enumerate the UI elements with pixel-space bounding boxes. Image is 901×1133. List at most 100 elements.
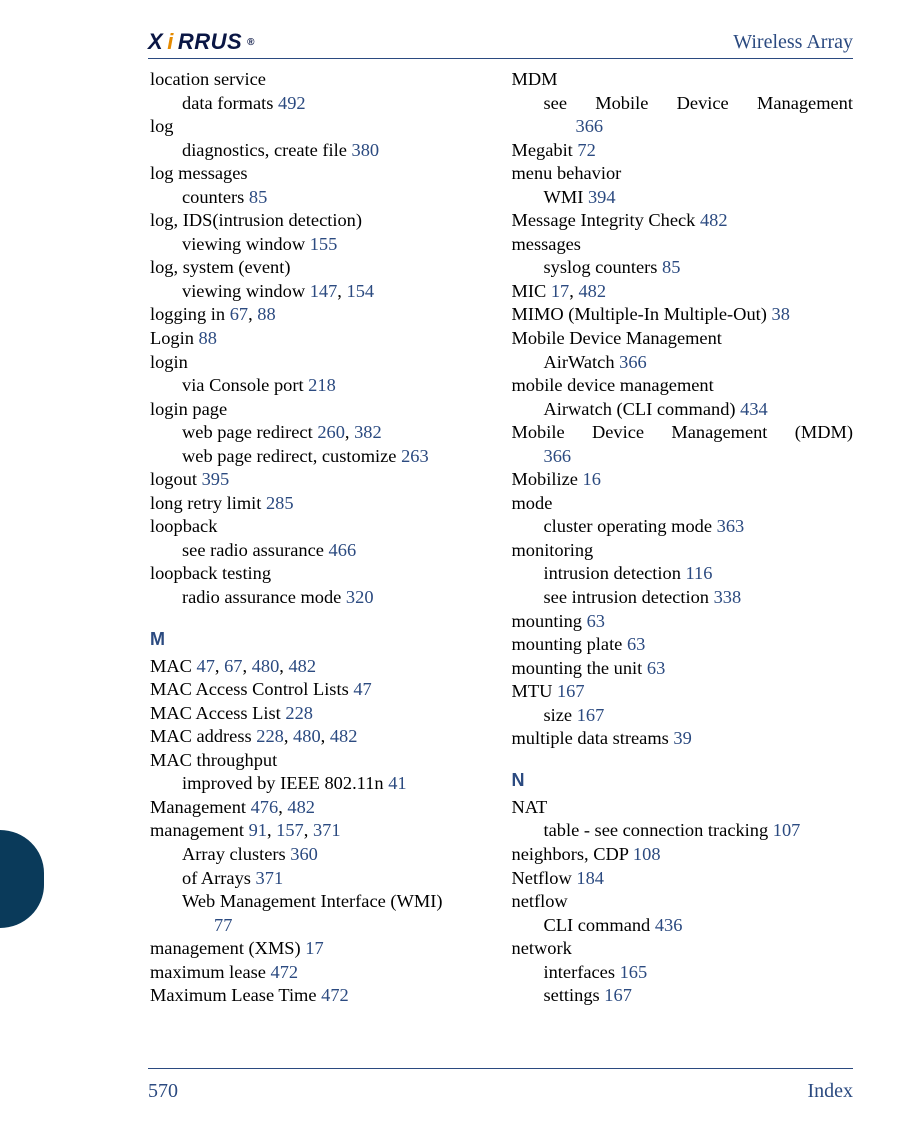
page-ref-link[interactable]: 371 bbox=[313, 820, 341, 840]
side-tab bbox=[0, 830, 44, 928]
logo-accent: i bbox=[167, 29, 174, 55]
page-ref-link[interactable]: 165 bbox=[620, 962, 648, 982]
page-ref-link[interactable]: 167 bbox=[577, 705, 605, 725]
page-ref-link[interactable]: 154 bbox=[347, 281, 375, 301]
page-ref-link[interactable]: 366 bbox=[619, 352, 647, 372]
index-entry: MAC Access List 228 bbox=[150, 702, 492, 726]
page-ref-link[interactable]: 91 bbox=[249, 820, 267, 840]
page-ref-link[interactable]: 155 bbox=[310, 234, 338, 254]
index-entry-text: log bbox=[150, 116, 174, 136]
index-entry-text: viewing window bbox=[182, 234, 310, 254]
page-ref-link[interactable]: 363 bbox=[717, 516, 745, 536]
index-subentry: viewing window 147, 154 bbox=[150, 280, 492, 304]
page-ref-link[interactable]: 382 bbox=[354, 422, 382, 442]
logo-part-3: RRUS bbox=[178, 29, 242, 55]
page-ref-link[interactable]: 466 bbox=[329, 540, 357, 560]
page-ref-link[interactable]: 395 bbox=[202, 469, 230, 489]
page-ref-link[interactable]: 260 bbox=[317, 422, 345, 442]
page-ref-link[interactable]: 218 bbox=[308, 375, 336, 395]
page-ref-separator: , bbox=[267, 820, 276, 840]
index-entry: Message Integrity Check 482 bbox=[512, 209, 854, 233]
page-ref-link[interactable]: 108 bbox=[633, 844, 661, 864]
page-ref-link[interactable]: 63 bbox=[587, 611, 605, 631]
index-entry: menu behavior bbox=[512, 162, 854, 186]
index-entry-text: Login bbox=[150, 328, 199, 348]
page-ref-link[interactable]: 38 bbox=[772, 304, 790, 324]
page-ref-link[interactable]: 116 bbox=[686, 563, 713, 583]
page-ref-link[interactable]: 67 bbox=[230, 304, 248, 324]
page-ref-link[interactable]: 228 bbox=[256, 726, 284, 746]
page-ref-link[interactable]: 17 bbox=[305, 938, 323, 958]
page-ref-link[interactable]: 17 bbox=[551, 281, 569, 301]
page-ref-link[interactable]: 85 bbox=[662, 257, 680, 277]
index-subentry: diagnostics, create file 380 bbox=[150, 139, 492, 163]
index-entry: Management 476, 482 bbox=[150, 796, 492, 820]
page-ref-link[interactable]: 320 bbox=[346, 587, 374, 607]
index-subentry: CLI command 436 bbox=[512, 914, 854, 938]
page-ref-link[interactable]: 147 bbox=[310, 281, 338, 301]
page-ref-link[interactable]: 88 bbox=[257, 304, 275, 324]
page-ref-link[interactable]: 16 bbox=[583, 469, 601, 489]
page-ref-link[interactable]: 380 bbox=[352, 140, 380, 160]
page-ref-link[interactable]: 228 bbox=[285, 703, 313, 723]
page-ref-link[interactable]: 47 bbox=[197, 656, 215, 676]
page-ref-link[interactable]: 394 bbox=[588, 187, 616, 207]
page-ref-link[interactable]: 285 bbox=[266, 493, 294, 513]
page-ref-link[interactable]: 480 bbox=[293, 726, 321, 746]
page-ref-link[interactable]: 366 bbox=[544, 446, 572, 466]
page-ref-link[interactable]: 85 bbox=[249, 187, 267, 207]
page-ref-link[interactable]: 482 bbox=[578, 281, 606, 301]
page-ref-link[interactable]: 63 bbox=[627, 634, 645, 654]
page-ref-link[interactable]: 63 bbox=[647, 658, 665, 678]
page-ref-link[interactable]: 184 bbox=[576, 868, 604, 888]
page-ref-link[interactable]: 263 bbox=[401, 446, 429, 466]
page-ref-link[interactable]: 434 bbox=[740, 399, 768, 419]
index-entry-text: management bbox=[150, 820, 249, 840]
index-entry-text: logging in bbox=[150, 304, 230, 324]
page-ref-link[interactable]: 480 bbox=[252, 656, 280, 676]
page-ref-link[interactable]: 482 bbox=[700, 210, 728, 230]
page-ref-link[interactable]: 167 bbox=[557, 681, 585, 701]
page-ref-link[interactable]: 472 bbox=[321, 985, 349, 1005]
index-subentry: cluster operating mode 363 bbox=[512, 515, 854, 539]
page-ref-separator: , bbox=[345, 422, 354, 442]
index-entry: log, IDS(intrusion detection) bbox=[150, 209, 492, 233]
index-entry-text: Message Integrity Check bbox=[512, 210, 700, 230]
page-ref-link[interactable]: 157 bbox=[276, 820, 304, 840]
index-entry-text: diagnostics, create file bbox=[182, 140, 352, 160]
page-ref-link[interactable]: 482 bbox=[330, 726, 358, 746]
page-ref-link[interactable]: 472 bbox=[271, 962, 299, 982]
page-ref-link[interactable]: 476 bbox=[251, 797, 279, 817]
page-ref-separator: , bbox=[337, 281, 346, 301]
page-ref-link[interactable]: 67 bbox=[224, 656, 242, 676]
index-body: location servicedata formats 492logdiagn… bbox=[150, 68, 853, 1061]
index-entry-text: MDM bbox=[512, 69, 558, 89]
index-subentry: see Mobile Device Management bbox=[512, 92, 854, 116]
page-ref-link[interactable]: 39 bbox=[673, 728, 691, 748]
page-ref-link[interactable]: 482 bbox=[287, 797, 315, 817]
page-ref-link[interactable]: 360 bbox=[290, 844, 318, 864]
page-ref-link[interactable]: 338 bbox=[714, 587, 742, 607]
page-ref-link[interactable]: 436 bbox=[655, 915, 683, 935]
index-subentry: web page redirect, customize 263 bbox=[150, 445, 492, 469]
page-ref-link[interactable]: 107 bbox=[773, 820, 801, 840]
page-ref-link[interactable]: 72 bbox=[577, 140, 595, 160]
page-ref-link[interactable]: 366 bbox=[576, 116, 604, 136]
index-entry-text: MIMO (Multiple-In Multiple-Out) bbox=[512, 304, 772, 324]
index-subentry: Array clusters 360 bbox=[150, 843, 492, 867]
index-entry-text: logout bbox=[150, 469, 202, 489]
page-ref-link[interactable]: 47 bbox=[353, 679, 371, 699]
page-ref-link[interactable]: 41 bbox=[388, 773, 406, 793]
page-ref-link[interactable]: 492 bbox=[278, 93, 306, 113]
index-entry: Megabit 72 bbox=[512, 139, 854, 163]
page-ref-link[interactable]: 482 bbox=[288, 656, 316, 676]
index-subentry: settings 167 bbox=[512, 984, 854, 1008]
page-ref-link[interactable]: 371 bbox=[256, 868, 284, 888]
index-entry-text: viewing window bbox=[182, 281, 310, 301]
page-ref-link[interactable]: 167 bbox=[604, 985, 632, 1005]
page-ref-link[interactable]: 77 bbox=[214, 915, 232, 935]
index-entry-text: AirWatch bbox=[544, 352, 620, 372]
index-section-letter: M bbox=[150, 628, 492, 651]
index-subentry: web page redirect 260, 382 bbox=[150, 421, 492, 445]
page-ref-link[interactable]: 88 bbox=[199, 328, 217, 348]
